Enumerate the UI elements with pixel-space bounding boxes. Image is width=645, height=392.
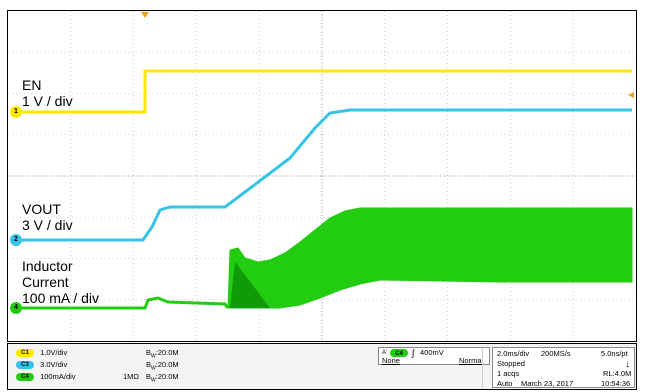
- ch4-impedance: 1MΩ: [123, 372, 140, 381]
- ch2-badge[interactable]: C3: [16, 361, 34, 370]
- status-bar: C1 1.0V/div BW:20.0M C3 3.0V/div BW:20.0…: [7, 343, 637, 390]
- trigger-level: 400mV: [420, 348, 444, 357]
- ch1-settings-row[interactable]: C1 1.0V/div: [16, 348, 67, 358]
- record-length: RL:4.0M: [603, 369, 632, 378]
- trigger-level-marker-icon: [628, 92, 634, 98]
- waveform-traces: [22, 69, 633, 310]
- ch1-label-scale: 1 V / div: [22, 93, 73, 109]
- ch1-label: EN 1 V / div: [22, 77, 73, 109]
- ch4-settings-row[interactable]: C4 100mA/div: [16, 372, 76, 382]
- acquisition-count: 1 acqs: [497, 369, 520, 378]
- trigger-slope-icon: ∫: [412, 348, 415, 358]
- ch2-label: VOUT 3 V / div: [22, 201, 73, 233]
- ch1-bandwidth: BW:20.0M: [146, 348, 179, 362]
- ch1-scale: 1.0V/div: [40, 348, 68, 357]
- ch2-marker-number: 2: [14, 236, 18, 243]
- ch4-trace-shade: [230, 262, 270, 308]
- graticule-grid: [8, 11, 636, 341]
- status-divider: [482, 346, 483, 388]
- trigger-mode: Normal: [459, 356, 484, 365]
- ch2-bw-value: :20.0M: [155, 360, 179, 369]
- acquisition-settings[interactable]: 2.0ms/div 200MS/s 5.0ns/pt Stopped ↓ 1 a…: [492, 347, 635, 388]
- ch1-bw-sub: W: [151, 353, 156, 360]
- sample-rate: 200MS/s: [541, 349, 571, 358]
- ch4-label-line1: Inductor: [22, 258, 73, 274]
- trigger-coupling: None: [382, 356, 400, 365]
- ch2-label-name: VOUT: [22, 201, 61, 217]
- ch1-marker-number: 1: [14, 108, 18, 115]
- time-resolution: 5.0ns/pt: [601, 349, 628, 358]
- ch2-trace: [22, 108, 632, 242]
- trigger-prefix: A': [382, 350, 388, 356]
- ch4-scale: 100mA/div: [40, 372, 76, 381]
- stopped-arrow-icon: ↓: [625, 359, 630, 370]
- ch1-bw-prefix: B: [146, 348, 152, 357]
- ch4-ground-marker[interactable]: 4: [10, 302, 22, 314]
- ch4-trace-envelope: [227, 207, 633, 309]
- ch1-badge[interactable]: C1: [16, 349, 34, 358]
- ch4-label-line2: Current: [22, 274, 69, 290]
- ch1-label-name: EN: [22, 77, 42, 93]
- ch1-bw-value: :20.0M: [155, 348, 179, 357]
- ch2-label-scale: 3 V / div: [22, 217, 73, 233]
- capture-date: March 23, 2017: [521, 379, 574, 388]
- ch4-label-line3: 100 mA / div: [22, 290, 100, 306]
- trigger-mode-auto: Auto: [497, 379, 513, 388]
- ch2-bw-prefix: B: [146, 360, 152, 369]
- ch1-ground-marker[interactable]: 1: [10, 106, 22, 118]
- ch4-bandwidth: BW:20.0M: [146, 372, 179, 386]
- trigger-source-badge[interactable]: C4: [390, 349, 408, 357]
- capture-time: 10:54:36: [601, 379, 631, 388]
- ch2-scale: 3.0V/div: [40, 360, 68, 369]
- ch4-trace-baseline: [22, 296, 230, 310]
- ch4-bw-value: :20.0M: [155, 372, 179, 381]
- ch2-bw-sub: W: [151, 365, 156, 372]
- ch4-label: Inductor Current 100 mA / div: [22, 258, 99, 306]
- ch4-bw-prefix: B: [146, 372, 152, 381]
- time-per-div[interactable]: 2.0ms/div: [497, 349, 530, 358]
- ch2-ground-marker[interactable]: 2: [10, 234, 22, 246]
- trigger-position-marker-icon: [141, 12, 149, 18]
- trigger-settings[interactable]: A' C4 ∫ 400mV None Normal: [378, 347, 490, 365]
- ch2-settings-row[interactable]: C3 3.0V/div: [16, 360, 67, 370]
- ch2-bandwidth: BW:20.0M: [146, 360, 179, 374]
- ch4-bw-sub: W: [151, 377, 156, 384]
- run-state[interactable]: Stopped: [497, 359, 525, 368]
- ch4-marker-number: 4: [14, 304, 18, 311]
- ch4-badge[interactable]: C4: [16, 373, 34, 382]
- ch1-trace: [22, 69, 632, 114]
